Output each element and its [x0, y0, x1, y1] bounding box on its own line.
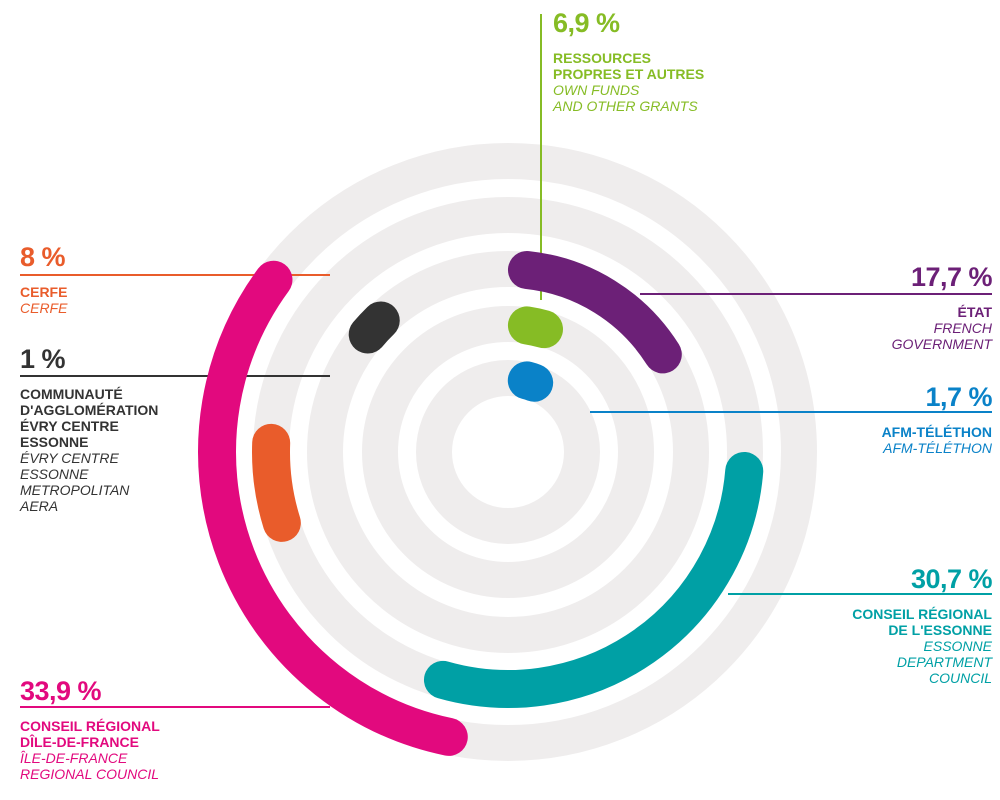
en-conseil-idf-2: REGIONAL COUNCIL — [20, 766, 159, 782]
fr-afm-1: AFM-TÉLÉTHON — [881, 424, 992, 440]
track-ring-0 — [416, 360, 600, 544]
arc-cerfe — [252, 423, 301, 542]
en-ressources-1: OWN FUNDS — [553, 82, 640, 98]
label-etat: 17,7 % ÉTAT FRENCH GOVERNMENT — [891, 262, 993, 352]
pct-afm: 1,7 % — [925, 382, 992, 412]
en-etat-2: GOVERNMENT — [891, 336, 992, 352]
pct-conseil-essonne: 30,7 % — [910, 564, 993, 594]
arc-communaute — [348, 301, 400, 354]
en-conseil-essonne-1: ESSONNE — [923, 638, 992, 654]
en-conseil-essonne-3: COUNCIL — [928, 670, 992, 686]
label-ressources: 6,9 % RESSOURCES PROPRES ET AUTRES OWN F… — [553, 8, 704, 114]
en-communaute-1: ÉVRY CENTRE — [20, 450, 119, 466]
arc-conseil_idf — [198, 260, 468, 756]
fr-cerfe-1: CERFE — [20, 284, 68, 300]
label-communaute: 1 % COMMUNAUTÉ D'AGGLOMÉRATION ÉVRY CENT… — [20, 344, 158, 514]
pct-etat: 17,7 % — [910, 262, 993, 292]
fr-communaute-1: COMMUNAUTÉ — [20, 386, 123, 402]
pct-cerfe: 8 % — [20, 242, 66, 272]
fr-ressources-2: PROPRES ET AUTRES — [553, 66, 705, 82]
en-communaute-2: ESSONNE — [20, 466, 89, 482]
fr-ressources-1: RESSOURCES — [553, 50, 652, 66]
fr-conseil-essonne-1: CONSEIL RÉGIONAL — [852, 606, 992, 622]
fr-conseil-essonne-2: DE L'ESSONNE — [888, 622, 992, 638]
pct-communaute: 1 % — [20, 344, 66, 374]
en-conseil-idf-1: ÎLE-DE-FRANCE — [20, 750, 128, 766]
fr-communaute-4: ESSONNE — [20, 434, 89, 450]
data-arcs — [198, 250, 764, 756]
label-conseil-essonne: 30,7 % CONSEIL RÉGIONAL DE L'ESSONNE ESS… — [852, 564, 992, 686]
fr-conseil-idf-2: DÎLE-DE-FRANCE — [20, 734, 139, 750]
arc-conseil_essonne — [423, 451, 764, 708]
en-afm-1: AFM-TÉLÉTHON — [883, 440, 992, 456]
pct-ressources: 6,9 % — [553, 8, 620, 38]
label-cerfe: 8 % CERFE CERFE — [20, 242, 67, 316]
fr-communaute-3: ÉVRY CENTRE — [20, 418, 119, 434]
en-communaute-4: AERA — [20, 498, 59, 514]
fr-etat-1: ÉTAT — [957, 304, 992, 320]
fr-conseil-idf-1: CONSEIL RÉGIONAL — [20, 718, 160, 734]
en-cerfe-1: CERFE — [20, 300, 68, 316]
fr-communaute-2: D'AGGLOMÉRATION — [20, 402, 159, 418]
arc-etat — [507, 250, 682, 374]
arc-ressources — [507, 306, 563, 349]
label-afm: 1,7 % AFM-TÉLÉTHON AFM-TÉLÉTHON — [881, 382, 993, 456]
en-conseil-essonne-2: DEPARTMENT — [896, 654, 992, 670]
arc-afm — [507, 361, 554, 402]
en-ressources-2: AND OTHER GRANTS — [553, 98, 698, 114]
label-conseil-idf: 33,9 % CONSEIL RÉGIONAL DÎLE-DE-FRANCE Î… — [20, 676, 160, 782]
en-communaute-3: METROPOLITAN — [20, 482, 130, 498]
pct-conseil-idf: 33,9 % — [20, 676, 102, 706]
en-etat-1: FRENCH — [933, 320, 992, 336]
